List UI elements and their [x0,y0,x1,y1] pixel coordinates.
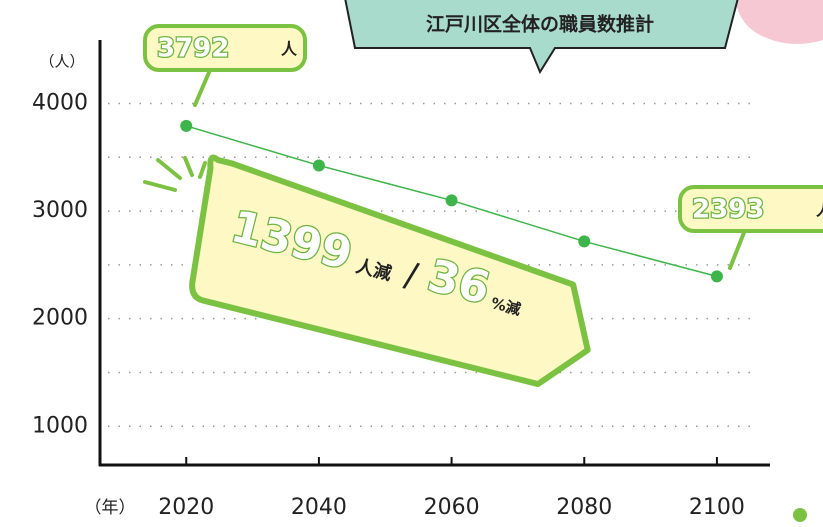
label-value: 2393 [692,195,764,225]
x-tick-label: 2100 [689,495,745,520]
point [446,194,458,206]
label-value: 3792 [157,34,229,64]
decoration [735,0,823,44]
decoration [185,158,192,175]
y-tick-label: 3000 [32,198,88,223]
point [578,235,590,247]
label-tail [195,70,210,105]
decoration [158,160,180,178]
x-tick-label: 2040 [291,495,347,520]
y-tick-label: 4000 [32,90,88,115]
decoration [145,182,175,190]
label-tail [730,230,745,268]
data-label: 3792 人 [145,26,305,105]
y-tick-label: 1000 [32,413,88,438]
point [313,159,325,171]
label-unit: 人 [816,201,823,220]
point [711,270,723,282]
decoration [200,163,205,177]
title-box [345,0,738,72]
chart: 江戸川区全体の職員数推計 （人） （年） 1000 2000 3000 4000 202… [0,0,823,527]
chart-title: 江戸川区全体の職員数推計 [426,13,654,36]
decoration [793,508,807,522]
label-unit: 人 [281,40,298,59]
x-tick-label: 2060 [424,495,480,520]
y-tick-label: 2000 [32,306,88,331]
annotation-box [177,157,611,394]
x-tick-label: 2020 [158,495,214,520]
y-axis-label: （人） [39,53,84,71]
data-label: 2393 人 [680,187,823,268]
x-tick-label: 2080 [556,495,612,520]
x-axis-label: （年） [85,498,136,518]
point [180,120,192,132]
page: 江戸川区全体の職員数推計 （人） （年） 1000 2000 3000 4000 202… [0,0,823,527]
